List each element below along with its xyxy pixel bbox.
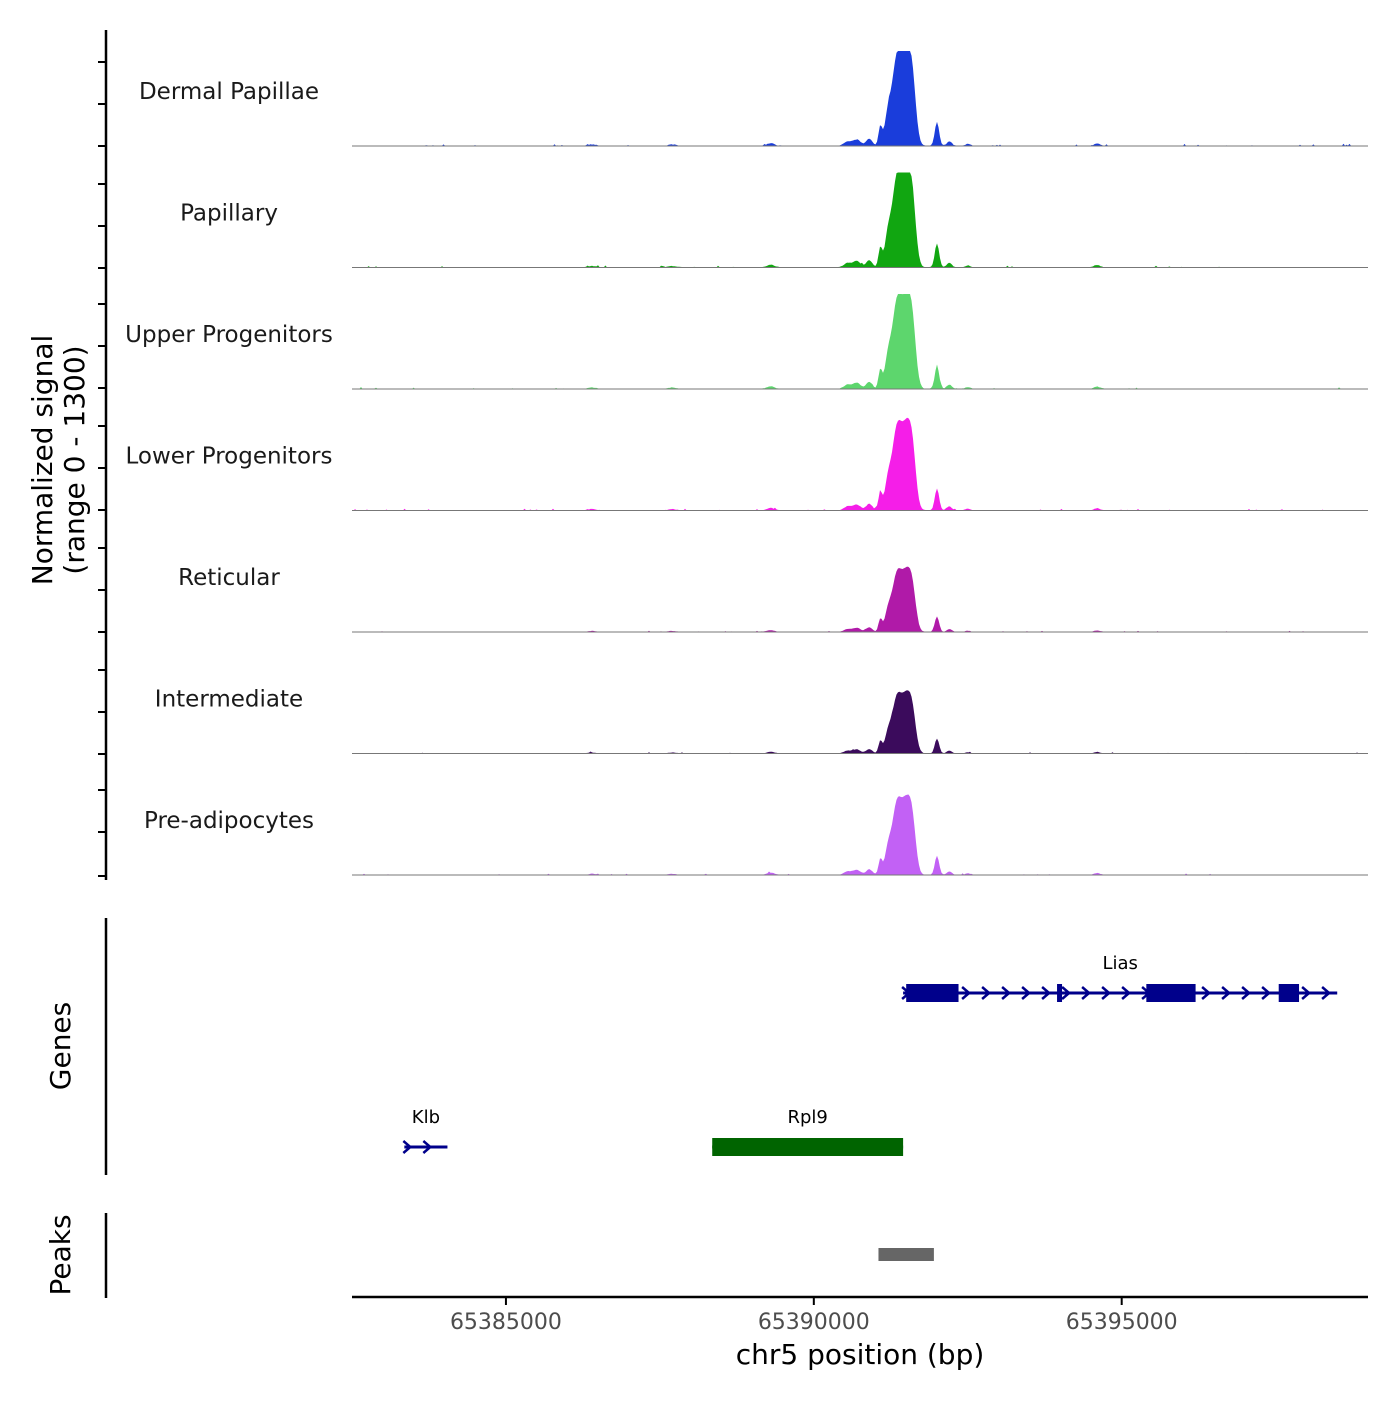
strand-arrow (1301, 986, 1312, 1000)
genes-track-title: Genes (44, 1002, 77, 1090)
y-axis-title-line1: Normalized signal (26, 335, 59, 586)
strand-arrow (1101, 986, 1112, 1000)
track-label: Pre-adipocytes (144, 808, 314, 834)
strand-arrow (422, 1140, 433, 1154)
strand-arrow (1061, 986, 1072, 1000)
peak-track (878, 1248, 934, 1261)
track-label: Dermal Papillae (139, 79, 319, 105)
peaks-track-title: Peaks (44, 1214, 77, 1295)
coverage-area (352, 417, 1368, 511)
gene-exon (1146, 984, 1196, 1002)
strand-arrow (1261, 986, 1272, 1000)
coverage-tracks: Dermal Papillae Papillary Upper Progenitor… (125, 51, 1368, 876)
x-axis-title: chr5 position (bp) (736, 1338, 985, 1371)
gene-label: Lias (1102, 953, 1137, 974)
coverage-area (352, 172, 1368, 268)
strand-arrow (1221, 986, 1232, 1000)
peak-region (878, 1248, 934, 1261)
strand-arrow (1121, 986, 1132, 1000)
coverage-area (352, 294, 1368, 389)
gene-exon (906, 984, 959, 1002)
gene-label: Rpl9 (787, 1107, 827, 1128)
x-axis-ticks: 65385000 65390000 65395000 (450, 1297, 1178, 1335)
x-tick-label: 65385000 (450, 1310, 562, 1335)
x-tick-label: 65390000 (758, 1310, 870, 1335)
strand-arrow (1041, 986, 1052, 1000)
strand-arrow (1241, 986, 1252, 1000)
coverage-area (352, 51, 1368, 146)
strand-arrow (981, 986, 992, 1000)
strand-arrow (1201, 986, 1212, 1000)
signal-axis-ticks (98, 61, 106, 877)
strand-arrow (402, 1140, 413, 1154)
gene-exon (1057, 984, 1063, 1002)
strand-arrow (1321, 986, 1332, 1000)
strand-arrow (961, 986, 972, 1000)
track-label: Papillary (180, 201, 278, 227)
gene-exon (712, 1138, 904, 1156)
track-label: Lower Progenitors (126, 444, 333, 470)
track-label: Intermediate (155, 687, 303, 713)
x-tick-label: 65395000 (1066, 1310, 1178, 1335)
track-label: Reticular (178, 565, 280, 591)
coverage-area (352, 690, 1368, 754)
strand-arrow (1081, 986, 1092, 1000)
gene-label: Klb (412, 1107, 440, 1128)
gene-track: Lias Klb Rpl9 (402, 953, 1338, 1156)
strand-arrow (1001, 986, 1012, 1000)
y-axis-title-line2: (range 0 - 1300) (58, 345, 91, 574)
coverage-area (352, 566, 1368, 632)
strand-arrow (1021, 986, 1032, 1000)
gene-exon (1278, 984, 1300, 1002)
coverage-area (352, 794, 1368, 875)
track-label: Upper Progenitors (125, 322, 333, 348)
